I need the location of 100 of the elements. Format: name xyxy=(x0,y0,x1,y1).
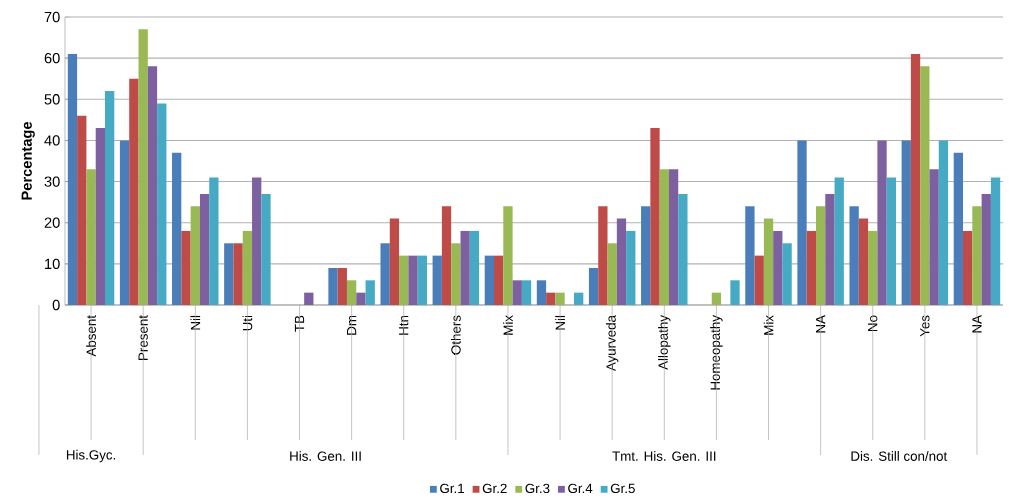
bar xyxy=(626,230,636,305)
bar xyxy=(938,140,949,305)
bar xyxy=(659,169,669,305)
bar xyxy=(668,169,679,305)
y-tick-label: 60 xyxy=(44,52,60,64)
bar xyxy=(408,255,418,305)
bar xyxy=(825,193,835,305)
x-tick-label: No xyxy=(868,315,878,331)
bar xyxy=(356,292,366,305)
x-tick-label: Homeopathy xyxy=(710,315,723,390)
bar xyxy=(119,140,130,305)
y-tick-label: 20 xyxy=(44,217,60,228)
bar xyxy=(86,169,96,305)
bar xyxy=(763,218,774,305)
x-tick-label: Ayurveda xyxy=(605,315,619,372)
bar xyxy=(252,177,262,305)
bar xyxy=(877,140,887,305)
bar xyxy=(616,218,627,305)
bar xyxy=(77,115,87,305)
bar xyxy=(199,193,210,305)
bar xyxy=(172,152,182,305)
x-tick-label: Present xyxy=(138,315,148,360)
bar xyxy=(224,243,234,305)
x-tick-label: Htn xyxy=(399,315,409,335)
bar xyxy=(469,230,480,305)
bar xyxy=(782,243,792,305)
bar xyxy=(399,255,409,305)
bar xyxy=(815,206,826,305)
bar xyxy=(157,103,167,305)
bar xyxy=(105,91,115,305)
bar xyxy=(678,193,688,305)
bar xyxy=(910,54,921,305)
bar xyxy=(346,280,357,305)
bar xyxy=(95,128,106,305)
bar xyxy=(745,206,755,305)
x-tick-label: NA xyxy=(816,315,826,333)
bar xyxy=(981,193,991,305)
bar xyxy=(754,255,764,305)
x-tick-label: NA xyxy=(972,315,982,333)
bar xyxy=(441,206,452,305)
y-tick-label: 30 xyxy=(44,176,60,187)
bar xyxy=(209,177,219,305)
y-tick-label: 70 xyxy=(44,11,60,23)
bar xyxy=(304,292,314,305)
legend-label: Gr.4 xyxy=(568,483,593,494)
bar xyxy=(138,29,148,305)
x-tick-label: Allopathy xyxy=(658,315,671,370)
bar xyxy=(417,255,427,305)
text: Dis. Still con/not xyxy=(851,451,948,461)
x-tick-label: Dm xyxy=(347,315,357,335)
bar xyxy=(380,243,390,305)
bar xyxy=(147,66,158,305)
y-tick-label: 0 xyxy=(52,299,60,311)
bar xyxy=(67,54,78,305)
bar xyxy=(181,230,191,305)
text: His.Gyc. xyxy=(66,449,116,463)
bar xyxy=(521,280,532,305)
bar xyxy=(849,206,859,305)
x-tick-label: Yes xyxy=(920,315,930,337)
bar xyxy=(503,206,513,305)
x-tick-label: TB xyxy=(294,315,305,332)
x-tick-label: Nil xyxy=(555,315,565,330)
bar xyxy=(607,243,617,305)
bar xyxy=(328,267,338,305)
bar xyxy=(190,206,200,305)
bar xyxy=(129,78,139,305)
legend-label: Gr.5 xyxy=(610,483,635,494)
y-tick-label: 40 xyxy=(44,135,60,146)
bar xyxy=(972,206,982,305)
bar xyxy=(598,206,608,305)
legend-label: Gr.3 xyxy=(525,483,550,494)
bar xyxy=(536,280,547,305)
x-tick-label: Mix xyxy=(763,315,774,335)
text: Tmt. His. Gen. III xyxy=(612,451,716,461)
bar xyxy=(512,280,522,305)
bar xyxy=(868,230,878,305)
y-tick-label: 10 xyxy=(45,258,60,270)
legend-label: Gr.2 xyxy=(482,483,507,494)
bar xyxy=(460,230,470,305)
bar xyxy=(233,243,243,305)
bar xyxy=(711,292,722,305)
bar xyxy=(494,255,504,305)
bar xyxy=(641,206,651,305)
bar xyxy=(546,292,556,305)
bar xyxy=(432,255,442,305)
y-axis-title: Percentage xyxy=(21,121,35,200)
bar xyxy=(886,177,896,305)
x-tick-label: Others xyxy=(450,315,461,355)
y-tick-label: 50 xyxy=(44,94,60,105)
bar xyxy=(574,292,584,305)
bar xyxy=(242,230,253,305)
x-tick-label: Absent xyxy=(86,315,96,357)
bar xyxy=(953,152,964,305)
bar xyxy=(337,267,347,305)
bar xyxy=(920,66,930,305)
x-tick-label: Mix xyxy=(503,315,513,335)
bar xyxy=(588,267,599,305)
bar xyxy=(389,218,400,305)
bar xyxy=(806,230,816,305)
legend-label: Gr.1 xyxy=(440,483,464,494)
